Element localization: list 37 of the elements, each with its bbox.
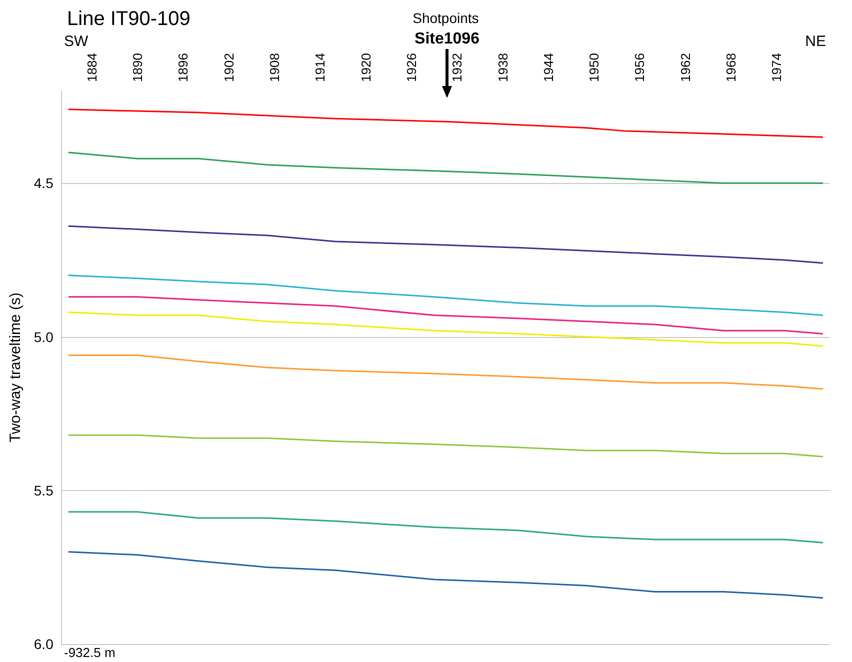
x-tick-label: 1908 [266, 53, 282, 82]
x-tick-label: 1950 [586, 53, 602, 82]
y-tick-label: 5.0 [34, 328, 54, 345]
text: Site1096 [414, 30, 480, 48]
text: SW [64, 33, 90, 50]
text: -932.5 m [64, 645, 116, 660]
x-tick-label: 1884 [84, 53, 100, 82]
y-tick-label: 4.5 [34, 175, 54, 192]
x-tick-label: 1890 [130, 53, 145, 82]
line-series [68, 551, 824, 599]
x-tick-label: 1914 [312, 53, 328, 82]
x-tick-label: 1932 [450, 53, 465, 82]
line-series [68, 152, 824, 184]
x-tick-label: 1968 [724, 53, 739, 82]
y-axis-title: Two-way traveltime (s) [7, 292, 24, 443]
line-series [68, 434, 824, 458]
x-tick-label: 1920 [358, 53, 374, 82]
x-axis-title: Shotpoints [412, 10, 479, 26]
line-series [68, 296, 824, 334]
x-tick-label: 1896 [176, 53, 191, 82]
line-series [68, 311, 824, 347]
x-tick-label: 1944 [540, 53, 556, 82]
x-tick-label: 1926 [404, 53, 419, 82]
y-tick-label: 6.0 [34, 636, 54, 652]
line-series [68, 108, 824, 138]
x-tick-label: 1962 [678, 53, 693, 82]
x-tick-label: 1902 [221, 53, 236, 82]
line-series [68, 354, 824, 390]
x-tick-label: 1974 [769, 53, 784, 82]
line-series [68, 511, 824, 544]
line-series [68, 225, 824, 264]
x-tick-label: 1956 [632, 53, 648, 82]
chart-title: Line IT90-109 [67, 8, 190, 30]
x-tick-label: 1938 [495, 53, 510, 82]
text: NE [805, 33, 826, 50]
line-series [68, 274, 824, 316]
y-tick-label: 5.5 [34, 482, 54, 498]
